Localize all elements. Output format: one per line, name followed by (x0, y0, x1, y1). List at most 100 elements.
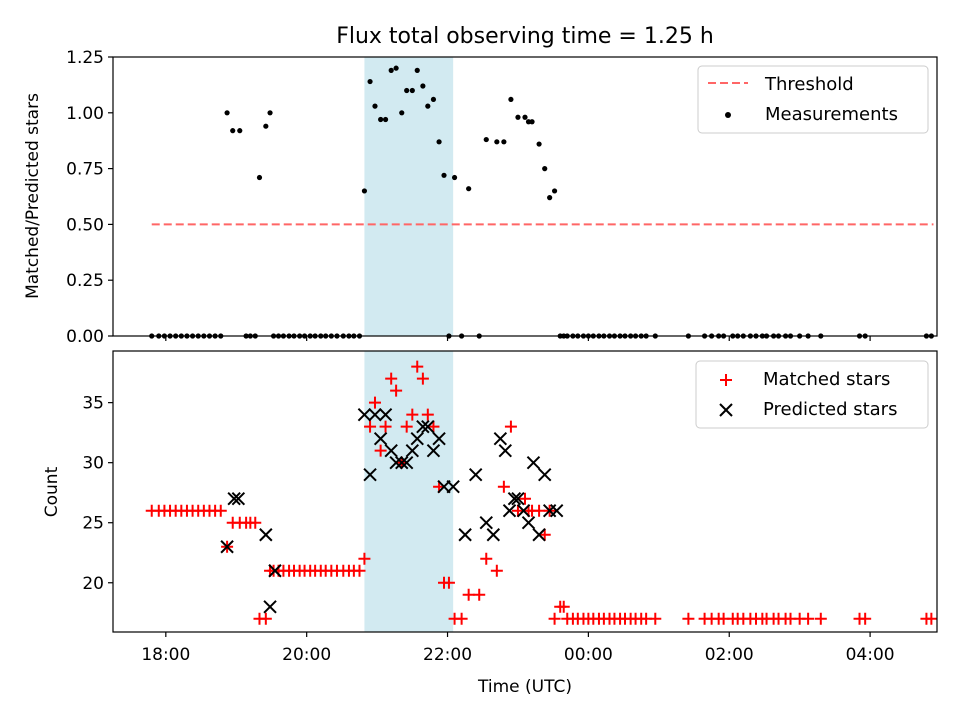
bottom-x-ticks: 18:00 20:00 22:00 00:00 02:00 04:00 (141, 632, 895, 665)
legend-predicted-swatch (719, 403, 733, 417)
measurement-point (414, 67, 420, 73)
measurement-point (425, 103, 431, 109)
measurement-point (361, 188, 368, 194)
top-y-tick-label: 0.00 (66, 327, 104, 347)
predicted-star-point (549, 504, 564, 518)
bottom-y-ticks: 20 25 30 35 (82, 394, 113, 594)
measurement-point (378, 116, 384, 123)
x-tick-label: 04:00 (846, 645, 895, 665)
matched-star-point (925, 612, 938, 625)
predicted-star-point (231, 491, 246, 506)
measurement-point (224, 110, 230, 116)
top-y-tick-label: 1.00 (66, 104, 104, 124)
predicted-star-point (498, 443, 512, 458)
matched-star-point (649, 612, 662, 625)
measurement-point (382, 116, 389, 123)
predicted-star-point (486, 528, 501, 542)
bottom-legend-box (695, 360, 929, 429)
predicted-star-point (405, 443, 420, 458)
measurement-point (393, 65, 399, 71)
measurement-point (551, 188, 558, 194)
predicted-star-point (516, 504, 531, 518)
measurement-point (263, 123, 269, 129)
top-axes-frame (112, 56, 938, 337)
predicted-star-point (227, 491, 241, 506)
matched-star-point (416, 372, 429, 385)
matched-star-point (368, 396, 381, 409)
measurement-point (399, 110, 405, 116)
matched-star-point (259, 612, 272, 625)
predicted-star-point (268, 564, 282, 578)
matched-star-point (538, 528, 551, 541)
matched-star-point (379, 420, 392, 433)
predicted-star-point (378, 407, 393, 422)
predicted-star-point (399, 455, 414, 470)
measurement-point (372, 103, 378, 109)
matched-star-point (374, 444, 387, 457)
matched-star-point (557, 600, 570, 613)
x-axis-label: Time (UTC) (477, 677, 572, 697)
matched-star-point (682, 612, 695, 625)
predicted-star-point (416, 419, 430, 434)
predicted-star-point (507, 491, 522, 506)
top-panel: Flux total observing time = 1.25 h 0.000… (23, 24, 938, 347)
matched-star-point (462, 588, 475, 601)
matched-star-point (214, 504, 227, 517)
measurement-point (367, 78, 373, 85)
matched-star-point (802, 612, 815, 625)
predicted-star-point (384, 443, 398, 458)
measurement-point (256, 174, 263, 181)
measurement-point (501, 139, 507, 145)
x-tick-label: 22:00 (423, 645, 472, 665)
top-y-tick-label: 1.25 (66, 48, 104, 68)
legend-threshold-label: Threshold (764, 74, 854, 95)
matched-star-point (421, 408, 434, 421)
matched-star-point (533, 504, 546, 517)
predicted-star-point (389, 455, 403, 470)
matched-star-point (480, 552, 493, 565)
predicted-star-point (468, 467, 483, 482)
top-x-ticks (165, 336, 871, 341)
measurement-point (409, 87, 415, 94)
measurement-point (230, 128, 236, 134)
measurement-point (451, 174, 458, 181)
matched-star-point (249, 516, 262, 529)
shaded-window-top (364, 57, 454, 336)
matched-star-point (490, 564, 503, 577)
measurement-point (494, 139, 500, 145)
matched-star-point (364, 420, 377, 433)
measurement-point (536, 141, 542, 147)
predicted-star-point (410, 431, 424, 446)
predicted-star-point (373, 431, 388, 446)
measurement-point (542, 166, 548, 172)
measurement-point (441, 172, 447, 178)
bottom-y-tick-label: 20 (82, 574, 104, 594)
predicted-star-point (357, 407, 372, 422)
x-tick-label: 18:00 (141, 645, 190, 665)
matched-star-point (859, 612, 872, 625)
predicted-star-point (521, 516, 536, 530)
top-y-ticks: 0.00 0.25 0.50 0.75 1.00 1.25 (66, 48, 113, 347)
matched-star-point (473, 588, 486, 601)
predicted-star-point (538, 467, 552, 482)
matched-star-point (358, 552, 371, 565)
predicted-star-point (432, 431, 446, 446)
measurement-point (466, 186, 472, 192)
predicted-star-point (493, 431, 508, 446)
top-y-tick-label: 0.50 (66, 215, 104, 235)
measurement-point (420, 83, 426, 89)
top-shaded-window (364, 57, 454, 336)
measurement-point (237, 128, 243, 134)
predicted-star-point (263, 600, 277, 614)
matched-star-point (427, 420, 440, 433)
matched-star-points (145, 360, 938, 625)
bottom-y-tick-label: 30 (82, 454, 104, 474)
legend-measurements-label: Measurements (765, 104, 898, 125)
measurement-point (529, 119, 535, 125)
legend-matched-swatch (720, 374, 732, 386)
top-y-axis-label: Matched/Predicted stars (23, 93, 43, 299)
predicted-star-point (368, 407, 382, 422)
matched-star-point (504, 420, 517, 433)
measurement-point (483, 136, 489, 143)
